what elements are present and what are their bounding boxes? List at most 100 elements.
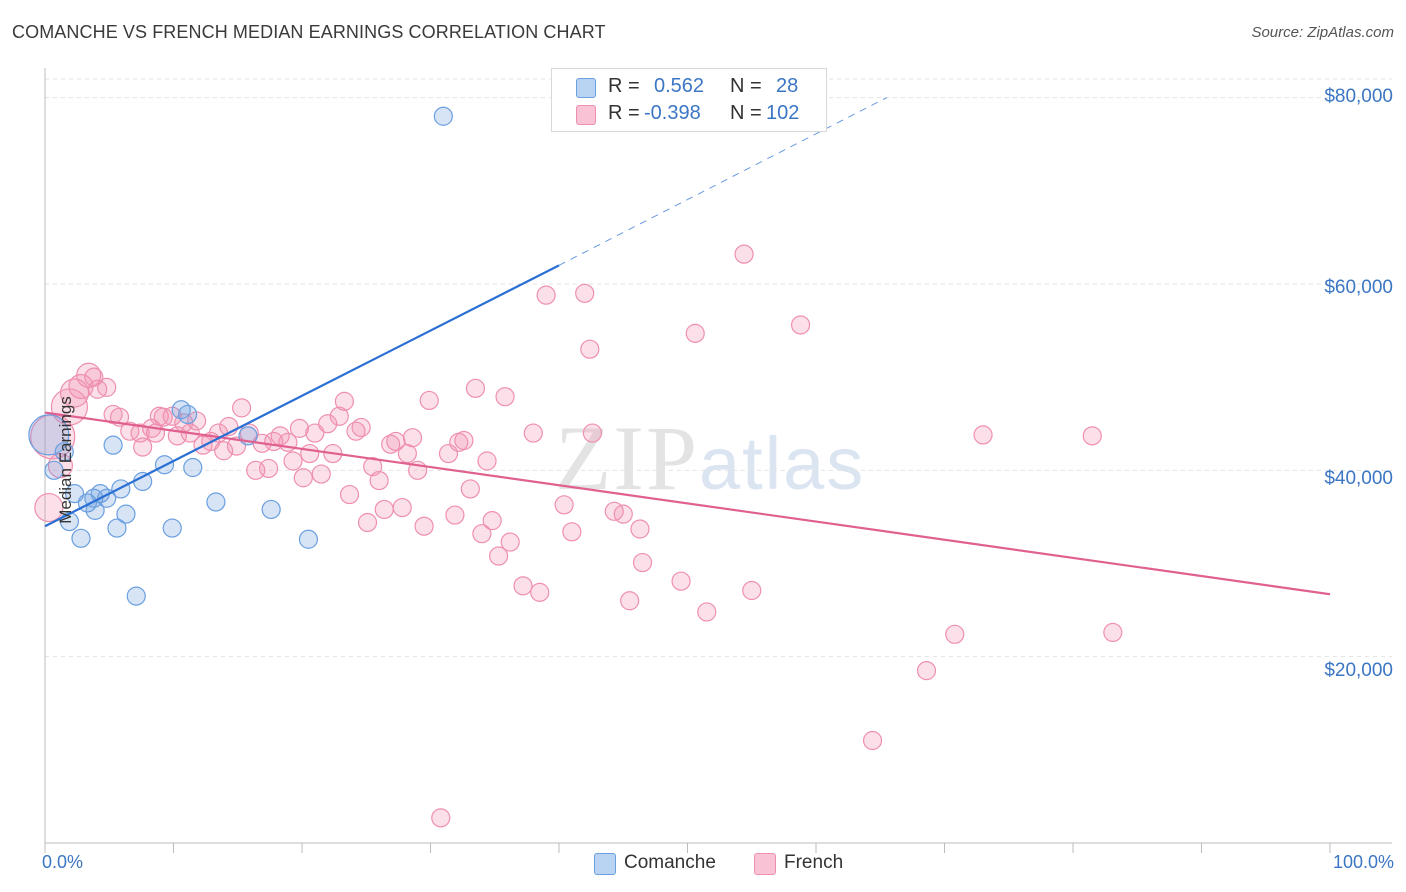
french-point-0 (34, 492, 64, 523)
french-point-14 (133, 437, 153, 457)
bottom-legend-label-french: French (784, 852, 844, 873)
comanche-point-16 (133, 471, 153, 492)
french-point-57 (392, 497, 412, 518)
french-point-81 (562, 522, 582, 542)
legend-r-label: R = (608, 102, 640, 124)
bottom-legend-swatch-french (754, 853, 776, 875)
french-point-92 (697, 602, 717, 622)
y-tick-label-80000: $80,000 (1324, 86, 1393, 107)
comanche-point-18 (162, 518, 182, 538)
french-point-54 (374, 499, 394, 520)
french-point-9 (97, 377, 117, 397)
french-point-2 (47, 453, 74, 479)
french-point-38 (283, 451, 303, 471)
comanche-point-25 (298, 529, 319, 549)
french-point-62 (419, 390, 439, 411)
french-point-90 (671, 571, 691, 591)
french-point-7 (84, 367, 104, 387)
comanche-trend-line (44, 264, 560, 528)
french-point-55 (381, 434, 401, 454)
comanche-point-5 (71, 528, 91, 548)
french-point-71 (477, 451, 497, 471)
y-tick-label-60000: $60,000 (1324, 277, 1393, 298)
french-point-69 (465, 378, 486, 398)
french-point-51 (357, 512, 378, 533)
comanche-point-22 (206, 492, 226, 512)
legend-r-label: R = (608, 75, 640, 97)
x-tick-label-start: 0.0% (42, 852, 84, 872)
french-point-79 (536, 285, 556, 305)
french-point-52 (363, 456, 383, 477)
comanche-point-20 (178, 404, 198, 425)
french-point-46 (329, 406, 349, 426)
french-point-96 (862, 730, 883, 751)
watermark-atlas: atlas (699, 422, 866, 505)
french-point-44 (318, 414, 338, 434)
french-point-94 (742, 580, 762, 601)
french-point-34 (258, 458, 279, 479)
french-point-77 (523, 423, 543, 443)
french-point-82 (575, 283, 595, 303)
french-point-47 (334, 391, 355, 411)
french-point-58 (397, 443, 417, 464)
y-tick-label-40000: $40,000 (1324, 468, 1393, 489)
comanche-point-24 (261, 499, 281, 520)
correlation-legend: R = 0.562 N = 28 R = -0.398 N = 102 (551, 68, 827, 132)
legend-r-value: -0.398 (644, 102, 701, 124)
french-point-99 (973, 425, 993, 445)
y-axis-label: Median Earnings (55, 396, 75, 524)
french-point-74 (495, 387, 515, 407)
french-point-75 (500, 532, 520, 552)
y-tick-label-20000: $20,000 (1324, 660, 1393, 681)
french-point-13 (130, 423, 150, 443)
french-trend-line (44, 411, 1331, 596)
french-point-98 (945, 624, 965, 644)
french-point-101 (1103, 622, 1123, 643)
watermark: ZIPatlas (555, 405, 865, 511)
legend-n-value: 28 (776, 75, 799, 97)
bottom-legend-label-comanche: Comanche (624, 852, 716, 873)
french-point-73 (489, 546, 509, 566)
french-point-80 (554, 495, 574, 515)
french-point-61 (414, 516, 434, 536)
french-point-88 (630, 519, 650, 539)
chart-title: COMANCHE VS FRENCH MEDIAN EARNINGS CORRE… (12, 22, 606, 42)
french-point-89 (632, 552, 653, 573)
french-point-97 (916, 661, 937, 681)
comanche-point-26 (433, 106, 453, 126)
comanche-point-11 (103, 435, 123, 455)
french-point-93 (734, 244, 754, 264)
legend-n-label: N = (730, 102, 762, 124)
x-tick-label-end: 100.0% (1332, 852, 1394, 872)
french-point-65 (445, 505, 465, 525)
french-point-95 (790, 315, 811, 335)
french-point-49 (346, 421, 366, 441)
french-point-4 (59, 378, 90, 408)
french-point-39 (289, 418, 310, 438)
french-point-67 (454, 430, 474, 451)
french-point-43 (311, 464, 331, 484)
comanche-point-21 (183, 457, 203, 478)
french-point-78 (530, 582, 550, 602)
comanche-point-12 (107, 518, 127, 538)
source-label: Source: ZipAtlas.com (1251, 24, 1394, 41)
french-point-27 (214, 441, 234, 461)
french-point-40 (293, 468, 313, 488)
legend-swatch-comanche (576, 78, 596, 98)
french-point-59 (402, 428, 423, 448)
legend-r-value: 0.562 (654, 75, 705, 97)
comanche-point-1 (44, 460, 64, 480)
french-point-91 (685, 323, 705, 343)
french-point-53 (369, 470, 389, 491)
french-point-70 (472, 524, 492, 544)
bottom-legend-swatch-comanche (594, 853, 616, 875)
watermark-zip: ZIP (555, 407, 699, 509)
comanche-point-14 (116, 504, 136, 524)
comanche-trend-extension (558, 97, 887, 266)
comanche-point-2 (54, 442, 74, 462)
french-point-68 (460, 479, 480, 499)
french-point-100 (1082, 426, 1102, 446)
french-point-63 (431, 808, 451, 828)
legend-n-label: N = (730, 75, 762, 97)
